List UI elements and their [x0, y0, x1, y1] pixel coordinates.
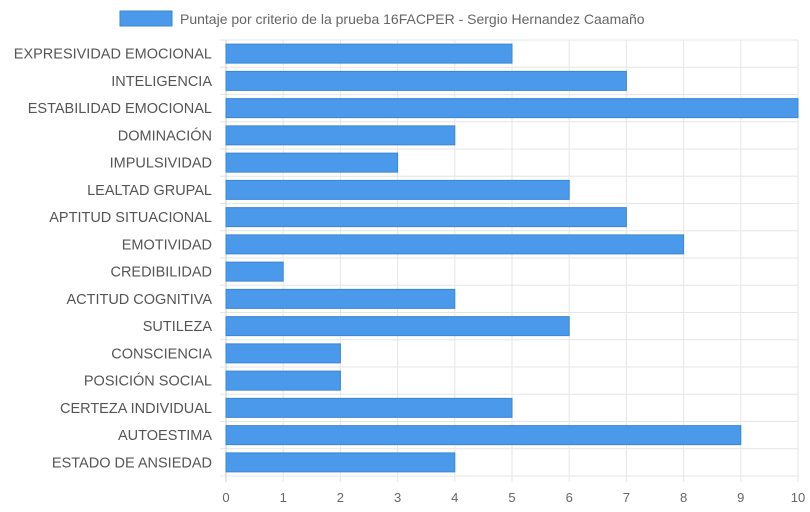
category-label: ACTITUD COGNITIVA: [66, 292, 212, 308]
x-tick-label: 1: [280, 490, 287, 505]
x-tick-label: 7: [623, 490, 630, 505]
category-label: ESTADO DE ANSIEDAD: [52, 455, 212, 471]
category-label: APTITUD SITUACIONAL: [49, 210, 212, 226]
bar[interactable]: [226, 208, 626, 227]
category-label: INTELIGENCIA: [111, 74, 212, 90]
category-label: EMOTIVIDAD: [122, 237, 212, 253]
x-tick-label: 3: [394, 490, 401, 505]
bar[interactable]: [226, 289, 455, 308]
category-labels: EXPRESIVIDAD EMOCIONAL INTELIGENCIA ESTABI…: [14, 47, 213, 472]
bar[interactable]: [226, 153, 398, 172]
category-label: IMPULSIVIDAD: [110, 156, 212, 172]
category-label: SUTILEZA: [143, 319, 213, 335]
bar[interactable]: [226, 344, 340, 363]
bar[interactable]: [226, 180, 569, 199]
bar[interactable]: [226, 235, 684, 254]
bar[interactable]: [226, 371, 340, 390]
category-label: CONSCIENCIA: [111, 346, 212, 362]
bar[interactable]: [226, 99, 798, 118]
bar[interactable]: [226, 426, 741, 445]
category-label: DOMINACIÓN: [118, 127, 212, 144]
category-label: POSICIÓN SOCIAL: [84, 373, 212, 390]
x-tick-label: 9: [737, 490, 744, 505]
bar[interactable]: [226, 71, 626, 90]
bar[interactable]: [226, 317, 569, 336]
x-tick-label: 10: [791, 490, 805, 505]
x-tick-label: 8: [680, 490, 687, 505]
category-label: EXPRESIVIDAD EMOCIONAL: [14, 47, 212, 63]
category-label: ESTABILIDAD EMOCIONAL: [28, 101, 212, 117]
x-tick-label: 6: [566, 490, 573, 505]
x-tick-labels: 0 1 2 3 4 5 6 7 8 9 10: [222, 490, 805, 505]
category-label: AUTOESTIMA: [118, 428, 212, 444]
category-label: CREDIBILIDAD: [110, 265, 212, 281]
x-tick-label: 2: [337, 490, 344, 505]
legend[interactable]: Puntaje por criterio de la prueba 16FACP…: [120, 11, 645, 27]
bar[interactable]: [226, 126, 455, 145]
legend-swatch: [120, 11, 172, 26]
x-tick-label: 4: [451, 490, 458, 505]
bar[interactable]: [226, 398, 512, 417]
bar[interactable]: [226, 262, 283, 281]
x-tick-label: 0: [222, 490, 229, 505]
bar[interactable]: [226, 453, 455, 472]
category-label: LEALTAD GRUPAL: [87, 183, 212, 199]
x-tick-label: 5: [508, 490, 515, 505]
bar[interactable]: [226, 44, 512, 63]
legend-label: Puntaje por criterio de la prueba 16FACP…: [180, 11, 645, 27]
category-label: CERTEZA INDIVIDUAL: [60, 401, 212, 417]
